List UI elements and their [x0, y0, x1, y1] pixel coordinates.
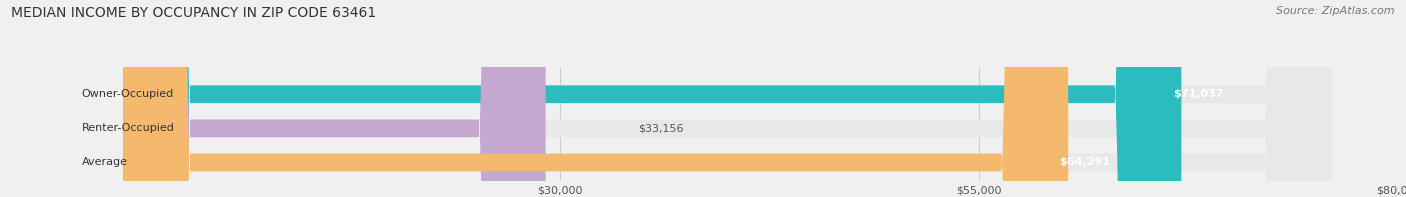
Text: Owner-Occupied: Owner-Occupied	[82, 89, 174, 99]
Text: $71,037: $71,037	[1173, 89, 1223, 99]
Text: $33,156: $33,156	[638, 123, 683, 133]
FancyBboxPatch shape	[124, 0, 1069, 197]
FancyBboxPatch shape	[124, 0, 1331, 197]
Text: Renter-Occupied: Renter-Occupied	[82, 123, 174, 133]
Text: Source: ZipAtlas.com: Source: ZipAtlas.com	[1277, 6, 1395, 16]
Text: $64,291: $64,291	[1059, 157, 1111, 167]
FancyBboxPatch shape	[124, 0, 1181, 197]
Text: Average: Average	[82, 157, 128, 167]
Text: MEDIAN INCOME BY OCCUPANCY IN ZIP CODE 63461: MEDIAN INCOME BY OCCUPANCY IN ZIP CODE 6…	[11, 6, 377, 20]
FancyBboxPatch shape	[124, 0, 1331, 197]
FancyBboxPatch shape	[124, 0, 546, 197]
FancyBboxPatch shape	[124, 0, 1331, 197]
